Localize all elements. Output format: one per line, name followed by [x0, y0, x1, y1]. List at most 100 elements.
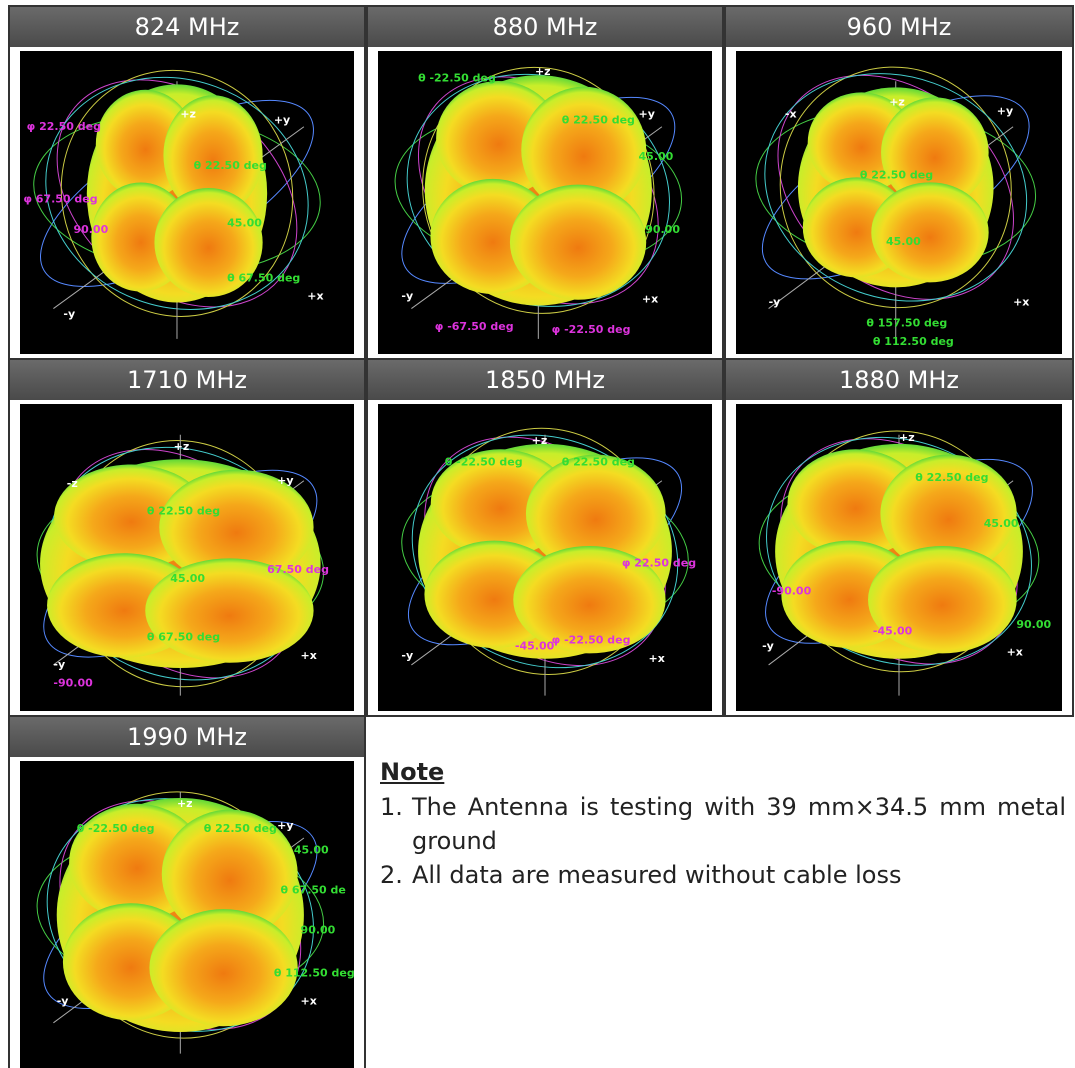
radiation-pattern: +z +y -y +x θ -22.50 deg θ 22.50 deg 45.00 θ 67…	[20, 761, 354, 1068]
panel: 1880 MHz +z -y +x θ 22.50 deg 45.00 -90.00 -45.…	[724, 358, 1074, 717]
pattern-label: +y	[639, 108, 655, 121]
pattern-label: θ 112.50 deg	[274, 967, 354, 980]
radiation-pattern: +z +y -y +x θ 22.50 deg 45.00 θ -22.50 deg 90.0…	[378, 51, 712, 354]
panel: 1990 MHz +z +y -y +x θ -22.50 deg θ 22.50 deg 4…	[8, 715, 366, 1068]
pattern-label: θ 22.50 deg	[204, 822, 277, 835]
pattern-label: +z	[174, 440, 190, 453]
pattern-label: θ 67.50 deg	[227, 271, 300, 284]
pattern-label: +y	[277, 819, 293, 832]
pattern-label: 90.00	[301, 923, 336, 936]
pattern-label: φ 67.50 deg	[23, 193, 97, 206]
pattern-label: -45.00	[873, 624, 913, 637]
panel-title: 1990 MHz	[10, 717, 364, 757]
pattern-label: 45.00	[984, 517, 1019, 530]
pattern-label: +x	[301, 649, 317, 662]
lobe	[881, 97, 989, 208]
pattern-label: θ 157.50 deg	[866, 317, 947, 330]
pattern-label: -y	[57, 994, 69, 1007]
pattern-label: +z	[889, 96, 905, 109]
lobe	[161, 809, 298, 939]
note-text: All data are measured without cable loss	[412, 861, 902, 889]
pattern-label: 45.00	[639, 150, 674, 163]
pattern-label: 45.00	[227, 217, 262, 230]
pattern-label: -90.00	[53, 676, 93, 689]
pattern-label: -y	[401, 649, 413, 662]
radiation-pattern: +z -y +x θ -22.50 deg θ 22.50 deg -45.00φ -22…	[378, 404, 712, 711]
pattern-label: -z	[67, 477, 78, 490]
radiation-pattern: +z -y +x θ 22.50 deg 45.00 -90.00 -45.00 90.00	[736, 404, 1062, 711]
note-item: 2. All data are measured without cable lo…	[380, 858, 1066, 892]
pattern-label: +z	[177, 797, 193, 810]
pattern-label: -y	[762, 640, 774, 653]
pattern-label: θ 22.50 deg	[915, 471, 988, 484]
pattern-label: +y	[997, 105, 1013, 118]
lobe	[149, 909, 298, 1027]
pattern-label: 90.00	[73, 223, 108, 236]
lobe	[159, 469, 314, 585]
pattern-label: +x	[649, 652, 665, 665]
pattern-label: -y	[401, 289, 413, 302]
pattern-label: φ 22.50 deg	[27, 120, 101, 133]
panel-title: 960 MHz	[726, 7, 1072, 47]
radiation-pattern: +z +y -z -y +x θ 22.50 deg 45.00 θ 67.50 deg 67.…	[20, 404, 354, 711]
pattern-label: θ 67.50 de	[281, 883, 346, 896]
pattern-label: -x	[785, 108, 797, 121]
pattern-label: φ -22.50 deg	[552, 323, 631, 336]
panel: 880 MHz +z +y -y +x θ 22.50 deg 45.00 θ -22.50 …	[366, 5, 724, 360]
pattern-label: 90.00	[1016, 618, 1051, 631]
pattern-label: +x	[1007, 646, 1023, 659]
pattern-label: θ 22.50 deg	[562, 114, 635, 127]
pattern-label: +x	[1013, 296, 1029, 309]
orbit	[764, 73, 1028, 302]
note: Note 1. The Antenna is testing with 39 mm…	[380, 758, 1066, 892]
pattern-label: θ 112.50 deg	[873, 335, 954, 348]
panel-title: 1710 MHz	[10, 360, 364, 400]
panel-title: 1880 MHz	[726, 360, 1072, 400]
pattern-label: φ -22.50 deg	[552, 633, 631, 646]
pattern-label: +z	[899, 431, 915, 444]
pattern-label: -y	[63, 308, 75, 321]
note-item: 1. The Antenna is testing with 39 mm×34.5…	[380, 790, 1066, 858]
panel: 960 MHz +z +y -x -y +x θ 22.50 deg 45.00 θ 157.5…	[724, 5, 1074, 360]
pattern-label: 90.00	[645, 223, 680, 236]
pattern-label: θ 22.50 deg	[147, 505, 220, 518]
lobe	[509, 184, 647, 300]
orbit	[60, 69, 294, 317]
pattern-label: φ 22.50 deg	[622, 557, 696, 570]
pattern-label: -90.00	[772, 584, 812, 597]
pattern-label: +x	[642, 292, 658, 305]
orbit	[779, 66, 1012, 309]
pattern-label: +z	[180, 108, 196, 121]
orbit	[411, 434, 679, 669]
panel: 1710 MHz +z +y -z -y +x θ 22.50 deg 45.00 θ 67.5…	[8, 358, 366, 717]
radiation-pattern: +z +y -y +x θ 22.50 deg 45.00 θ 67.50 deg φ 22.…	[20, 51, 354, 354]
lobe	[871, 182, 989, 283]
pattern-label: +x	[301, 994, 317, 1007]
note-title: Note	[380, 758, 445, 786]
pattern-label: +z	[532, 434, 548, 447]
pattern-label: -y	[53, 658, 65, 671]
orbit	[766, 436, 1032, 666]
pattern-label: θ -22.50 deg	[418, 71, 496, 84]
panel-title: 1850 MHz	[368, 360, 722, 400]
panel-title: 880 MHz	[368, 7, 722, 47]
pattern-label: +y	[274, 114, 290, 127]
pattern-label: 67.50 deg	[267, 563, 329, 576]
pattern-label: θ 67.50 deg	[147, 630, 220, 643]
pattern-label: θ -22.50 deg	[77, 822, 155, 835]
pattern-label: 45.00	[170, 572, 205, 585]
pattern-label: θ 22.50 deg	[194, 159, 267, 172]
pattern-label: -45.00	[515, 640, 555, 653]
pattern-label: -y	[769, 296, 781, 309]
note-text: The Antenna is testing with 39 mm×34.5 m…	[412, 793, 1066, 855]
panel: 824 MHz +z +y -y +x θ 22.50 deg 45.00 θ 67.50 d…	[8, 5, 366, 360]
lobe	[521, 86, 647, 214]
pattern-label: +x	[307, 289, 323, 302]
orbit	[422, 66, 655, 314]
note-number: 1.	[380, 793, 403, 821]
lobe	[525, 454, 666, 573]
pattern-label: θ -22.50 deg	[445, 455, 523, 468]
pattern-label: θ 22.50 deg	[860, 168, 933, 181]
pattern-label: 45.00	[886, 235, 921, 248]
